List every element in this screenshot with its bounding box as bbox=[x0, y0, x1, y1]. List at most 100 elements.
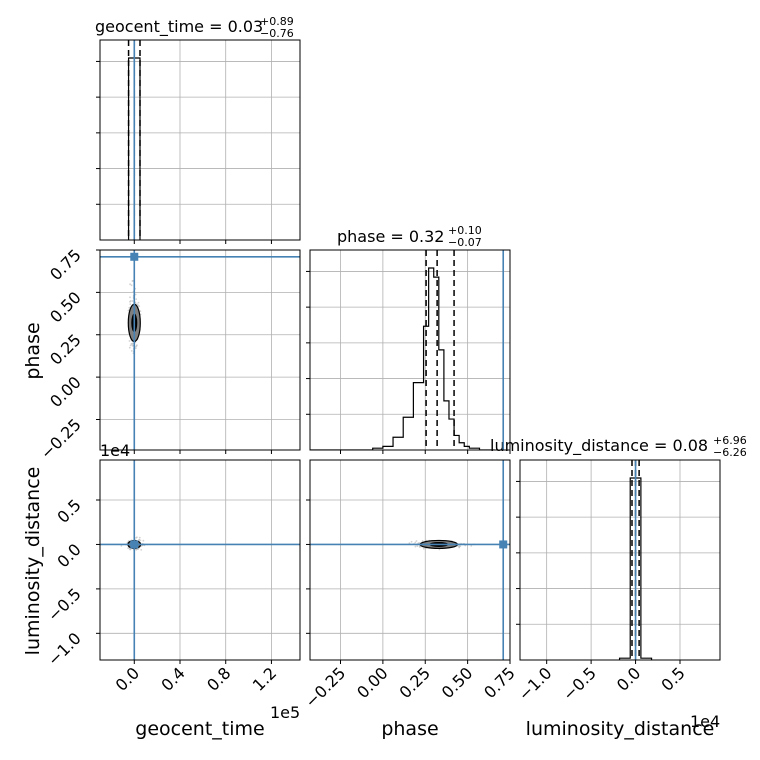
scatter-point bbox=[470, 545, 473, 547]
truth-marker bbox=[499, 540, 508, 549]
title-geocent-time: geocent_time = 0.03 bbox=[95, 17, 263, 37]
title-phase-minus: −0.07 bbox=[448, 236, 482, 249]
frame-luminosity_distance bbox=[519, 459, 721, 661]
scatter-point bbox=[127, 547, 130, 550]
title-geocent-time-plus: +0.89 bbox=[260, 15, 294, 28]
xtick-label-luminosity_distance-2: 0.0 bbox=[613, 663, 644, 694]
scatter-point bbox=[131, 342, 134, 345]
pair-panel-phase-luminosity_distance bbox=[306, 459, 511, 664]
scatter-point bbox=[139, 310, 142, 312]
scatter-point bbox=[142, 539, 145, 542]
scatter-point bbox=[127, 309, 130, 312]
scatter-point bbox=[438, 548, 441, 551]
ytick-label-phase-2: 0.25 bbox=[46, 330, 85, 369]
scatter-point bbox=[135, 537, 137, 539]
scatter-point bbox=[135, 548, 138, 551]
pair-panel-geocent_time-luminosity_distance bbox=[96, 459, 301, 664]
pair-content bbox=[100, 460, 300, 660]
scatter-point bbox=[415, 540, 418, 542]
scatter-point bbox=[421, 540, 424, 542]
title-luminosity-distance-minus: −6.26 bbox=[713, 446, 747, 459]
pair-content bbox=[310, 460, 510, 660]
frame bbox=[99, 459, 301, 661]
xtick-label-phase-3: 0.50 bbox=[438, 663, 477, 702]
scatter-point bbox=[137, 548, 139, 550]
ylabel-luminosity-distance: luminosity_distance bbox=[22, 467, 44, 656]
xtick-label-luminosity_distance-1: −0.5 bbox=[559, 663, 600, 704]
scatter-point bbox=[129, 344, 132, 347]
scatter-point bbox=[414, 541, 417, 544]
title-geocent-time-minus: −0.76 bbox=[260, 27, 294, 40]
ytick-label-phase-3: 0.50 bbox=[46, 288, 85, 327]
grid-phase bbox=[306, 250, 511, 450]
scatter-point bbox=[129, 296, 131, 299]
scatter-point bbox=[129, 548, 132, 551]
axis-labels: phase luminosity_distance geocent_time p… bbox=[22, 322, 714, 740]
xlabel-phase: phase bbox=[381, 718, 438, 740]
scatter-point bbox=[458, 545, 461, 548]
scatter-point bbox=[130, 284, 133, 287]
xlabel-geocent-time: geocent_time bbox=[135, 718, 264, 740]
scatter-point bbox=[135, 298, 138, 300]
truth-marker bbox=[130, 252, 139, 261]
scatter-point bbox=[128, 306, 131, 309]
title-luminosity-distance-plus: +6.96 bbox=[713, 434, 747, 447]
histogram-phase bbox=[310, 267, 495, 450]
scatter-point bbox=[140, 549, 143, 551]
xtick-label-phase-1: 0.00 bbox=[353, 663, 392, 702]
frame-phase bbox=[309, 249, 511, 451]
scatter-point bbox=[408, 542, 411, 544]
ytick-label-luminosity_distance-3: 0.5 bbox=[53, 495, 84, 526]
panel-titles: geocent_time = 0.03 +0.89 −0.76 phase = … bbox=[95, 15, 747, 459]
scatter-point bbox=[138, 536, 141, 539]
scatter-point bbox=[129, 283, 132, 286]
scatter-point bbox=[416, 545, 419, 547]
frame-geocent_time bbox=[99, 39, 301, 241]
xtick-label-phase-2: 0.25 bbox=[395, 663, 434, 702]
frame bbox=[309, 459, 511, 661]
title-phase-plus: +0.10 bbox=[448, 224, 482, 237]
xtick-label-geocent_time-2: 0.8 bbox=[203, 663, 234, 694]
truth-marker bbox=[130, 540, 139, 549]
xtick-label-phase-4: 0.75 bbox=[480, 663, 519, 702]
scatter-point bbox=[422, 547, 425, 550]
scatter-point bbox=[137, 304, 140, 306]
scatter-point bbox=[134, 347, 137, 350]
ytick-label-phase-0: −0.25 bbox=[37, 415, 85, 463]
diag-panel-geocent_time bbox=[96, 39, 301, 244]
ylabel-phase: phase bbox=[22, 322, 44, 379]
grid-geocent_time bbox=[96, 40, 300, 240]
scatter-point bbox=[138, 538, 141, 541]
plot-layer: −0.250.000.250.500.75−1.0−0.50.00.50.0 0.… bbox=[37, 39, 721, 711]
scatter-point bbox=[131, 300, 134, 302]
offset-label-geocent-x: 1e5 bbox=[270, 703, 300, 722]
scatter-point bbox=[414, 545, 417, 548]
xtick-label-geocent_time-1: 0.4 bbox=[157, 663, 188, 694]
scatter-point bbox=[120, 545, 123, 547]
scatter-point bbox=[131, 280, 134, 282]
scatter-point bbox=[410, 540, 413, 543]
ytick-label-phase-1: 0.00 bbox=[46, 373, 85, 412]
ytick-label-luminosity_distance-2: 0.0 bbox=[53, 540, 84, 571]
frame bbox=[99, 249, 301, 451]
diag-panel-luminosity_distance bbox=[516, 459, 721, 664]
scatter-point bbox=[128, 346, 131, 349]
ytick-label-luminosity_distance-1: −0.5 bbox=[44, 584, 85, 625]
scatter-point bbox=[137, 301, 140, 304]
ytick-label-phase-4: 0.75 bbox=[46, 245, 85, 284]
scatter-point bbox=[418, 546, 421, 548]
scatter-point bbox=[129, 303, 132, 306]
scatter-point bbox=[130, 350, 133, 352]
xtick-label-geocent_time-0: 0.0 bbox=[112, 663, 143, 694]
diag-panel-phase bbox=[306, 249, 511, 454]
ytick-label-luminosity_distance-0: −1.0 bbox=[44, 629, 85, 670]
scatter-point bbox=[136, 344, 138, 346]
grid-luminosity_distance bbox=[516, 460, 720, 660]
offset-label-ld-x: 1e4 bbox=[690, 712, 720, 731]
xtick-label-luminosity_distance-3: 0.5 bbox=[657, 663, 688, 694]
pair-panel-geocent_time-phase bbox=[96, 249, 301, 454]
xtick-label-phase-0: −0.25 bbox=[301, 663, 349, 711]
pair-content bbox=[100, 250, 300, 450]
xtick-label-geocent_time-3: 1.2 bbox=[249, 663, 280, 694]
